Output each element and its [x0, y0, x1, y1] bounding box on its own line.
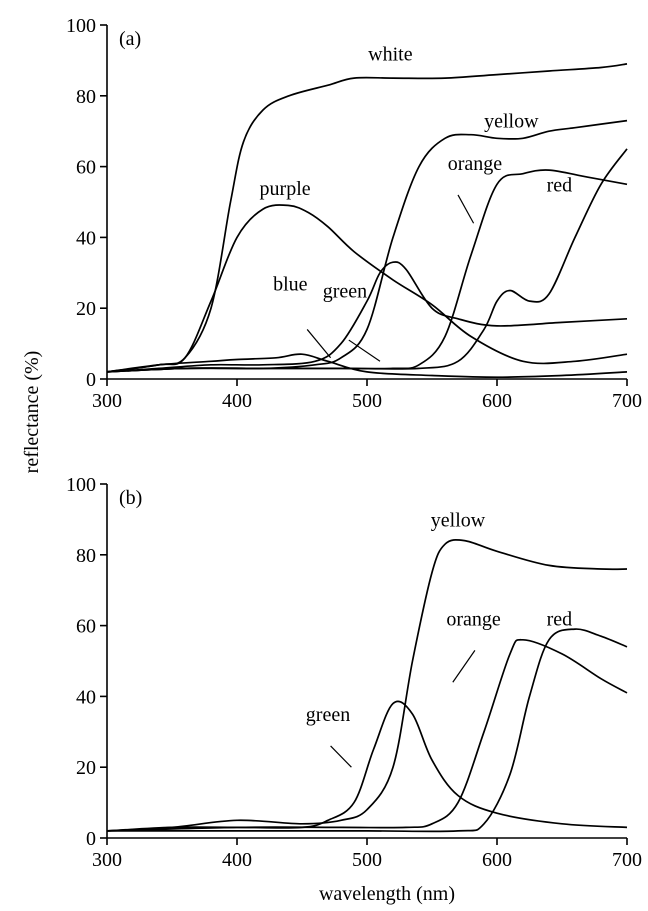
leader-line-green [330, 745, 352, 768]
y-tick-label: 100 [66, 15, 96, 37]
leader-line-blue [306, 329, 332, 359]
y-tick-label: 100 [66, 474, 96, 496]
x-tick-label: 600 [482, 390, 512, 412]
series-label-orange: orange [446, 609, 501, 631]
y-tick-label: 40 [76, 686, 96, 708]
y-tick-label: 0 [86, 828, 96, 850]
panel-label: (a) [119, 28, 141, 50]
series-line-green [106, 700, 628, 832]
x-tick-label: 300 [92, 390, 122, 412]
series-line-yellow [106, 119, 628, 373]
series-line-yellow [106, 539, 628, 832]
y-tick-label: 20 [76, 298, 96, 320]
x-tick-label: 300 [92, 849, 122, 871]
series-line-white [106, 63, 628, 373]
series-label-purple: purple [260, 178, 311, 200]
x-tick-label: 500 [352, 849, 382, 871]
series-line-red [107, 628, 628, 833]
series-label-red: red [547, 609, 573, 631]
y-tick-label: 80 [76, 545, 96, 567]
series-line-orange [106, 169, 628, 373]
x-tick-label: 400 [222, 390, 252, 412]
y-tick-label: 60 [76, 616, 96, 638]
series-label-green: green [306, 704, 350, 726]
series-label-green: green [323, 281, 367, 303]
x-tick-label: 700 [612, 390, 642, 412]
panel-b: 0 20 40 60 80 100 300 400 500 600 700 (b) yellow oran… [66, 474, 642, 871]
series-label-red: red [547, 174, 573, 196]
series-line-green [106, 261, 628, 373]
x-tick-label: 400 [222, 849, 252, 871]
x-tick-label: 500 [352, 390, 382, 412]
leader-line-orange [452, 650, 476, 683]
series-label-white: white [368, 43, 413, 65]
series-label-orange: orange [448, 153, 503, 175]
x-tick-label: 700 [612, 849, 642, 871]
leader-line-orange [457, 194, 475, 224]
series-line-purple [106, 204, 628, 373]
series-label-yellow: yellow [431, 509, 486, 531]
y-axis-title: reflectance (%) [21, 351, 43, 474]
panel-label: (b) [119, 487, 142, 509]
y-tick-label: 0 [86, 369, 96, 391]
series-line-red [106, 148, 628, 373]
y-tick-label: 60 [76, 157, 96, 179]
y-tick-label: 20 [76, 757, 96, 779]
series-label-blue: blue [273, 274, 308, 296]
series-label-yellow: yellow [484, 111, 539, 133]
y-tick-label: 40 [76, 227, 96, 249]
leader-line-green [348, 339, 381, 362]
y-tick-label: 80 [76, 86, 96, 108]
panel-a: 0 20 40 60 80 100 300 400 500 600 700 (a) white purpl… [66, 15, 642, 412]
x-axis-title: wavelength (nm) [319, 883, 455, 905]
x-tick-label: 600 [482, 849, 512, 871]
series-line-orange [106, 638, 628, 832]
